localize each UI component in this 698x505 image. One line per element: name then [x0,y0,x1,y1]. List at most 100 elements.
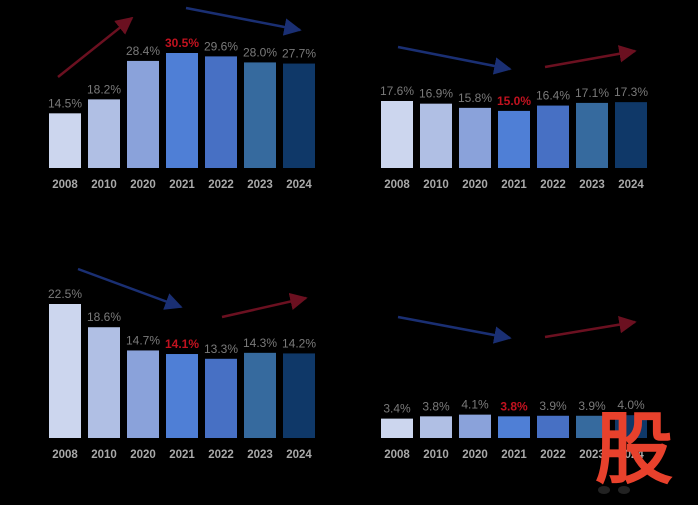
bar-2021 [166,354,198,438]
tick-label: 2024 [286,179,312,191]
tick-label: 2008 [384,449,410,461]
trend-arrow-up-icon [544,45,637,69]
tick-label: 2024 [286,449,312,461]
bar-2008 [381,418,413,438]
bar-2020 [127,350,159,438]
trend-arrow-down-icon [397,315,512,344]
tick-label: 2020 [462,449,488,461]
bar-2022 [537,105,569,168]
tick-label: 2020 [462,179,488,191]
bar-2023 [576,415,608,438]
trend-arrow-down-icon [185,6,302,36]
bar-2010 [420,103,452,168]
data-label: 4.1% [461,398,489,412]
tick-label: 2020 [130,449,156,461]
tick-label: 2021 [501,449,527,461]
tick-label: 2021 [169,449,195,461]
bar-2022 [205,358,237,438]
data-label: 28.4% [126,44,160,58]
bar-2008 [49,113,81,168]
panel-top-left: 14.5% 2008 18.2% 2010 28.4% 2020 30.5% 2021 29.6… [48,6,316,191]
data-label: 3.9% [539,399,567,413]
tick-label: 2008 [52,179,78,191]
data-label: 16.4% [536,89,570,103]
bar-2023 [576,102,608,168]
tick-label: 2024 [618,449,644,461]
data-label: 17.6% [380,84,414,98]
tick-label: 2010 [423,449,449,461]
bar-2021 [498,416,530,438]
logo-wheel-icon [618,486,630,494]
data-label: 3.9% [578,399,606,413]
data-label: 3.8% [500,399,528,413]
data-label: 15.0% [497,94,531,108]
data-label: 17.3% [614,85,648,99]
data-label: 27.7% [282,47,316,61]
data-label: 14.5% [48,96,82,110]
trend-arrow-up-icon [221,292,308,319]
tick-label: 2008 [384,179,410,191]
bar-2010 [88,99,120,168]
bar-2020 [127,60,159,169]
bar-2021 [498,110,530,168]
data-label: 3.4% [383,402,411,416]
data-label: 14.3% [243,336,277,350]
tick-label: 2023 [247,179,273,191]
bar-2023 [244,352,276,438]
bar-2010 [88,327,120,438]
logo-mark: 股 [584,404,684,500]
tick-label: 2010 [91,179,117,191]
data-label: 30.5% [165,36,199,50]
tick-label: 2023 [579,449,605,461]
logo-wheel-icon [598,486,610,494]
tick-label: 2008 [52,449,78,461]
data-label: 15.8% [458,91,492,105]
tick-label: 2020 [130,179,156,191]
bar-2010 [420,416,452,438]
bar-2022 [537,415,569,438]
tick-label: 2022 [208,449,234,461]
tick-label: 2022 [208,179,234,191]
bar-2008 [381,101,413,168]
logo-text: 股 [595,405,673,495]
trend-arrow-down-icon [397,45,512,75]
bar-2020 [459,107,491,168]
bar-2024 [615,415,647,438]
panel-top-right: 17.6% 2008 16.9% 2010 15.8% 2020 15.0% 2021 16.4… [380,45,648,191]
tick-label: 2022 [540,179,566,191]
tick-label: 2022 [540,449,566,461]
data-label: 28.0% [243,45,277,59]
tick-label: 2024 [618,179,644,191]
trend-arrow-up-icon [544,315,637,339]
data-label: 29.6% [204,39,238,53]
data-label: 14.2% [282,336,316,350]
data-label: 14.7% [126,333,160,347]
bar-2008 [49,304,81,438]
bar-2024 [283,353,315,438]
data-label: 18.6% [87,310,121,324]
panel-bottom-right: 3.4% 2008 3.8% 2010 4.1% 2020 3.8% 2021 3.9% 2022… [381,315,647,461]
tick-label: 2010 [423,179,449,191]
trend-arrow-down-icon [77,267,183,310]
tick-label: 2021 [169,179,195,191]
data-label: 13.3% [204,342,238,356]
data-label: 4.0% [617,398,645,412]
bar-2021 [166,53,198,168]
bar-2024 [283,63,315,169]
data-label: 14.1% [165,337,199,351]
bar-2022 [205,56,237,168]
tick-label: 2021 [501,179,527,191]
bar-2023 [244,62,276,168]
panel-bottom-left: 22.5% 2008 18.6% 2010 14.7% 2020 14.1% 2021 13.3… [48,267,316,461]
data-label: 22.5% [48,287,82,301]
bar-2020 [459,414,491,438]
data-label: 3.8% [422,399,450,413]
data-label: 17.1% [575,86,609,100]
tick-label: 2023 [579,179,605,191]
tick-label: 2010 [91,449,117,461]
trend-arrow-up-icon [57,16,134,78]
data-label: 16.9% [419,87,453,101]
tick-label: 2023 [247,449,273,461]
bar-2024 [615,102,647,168]
